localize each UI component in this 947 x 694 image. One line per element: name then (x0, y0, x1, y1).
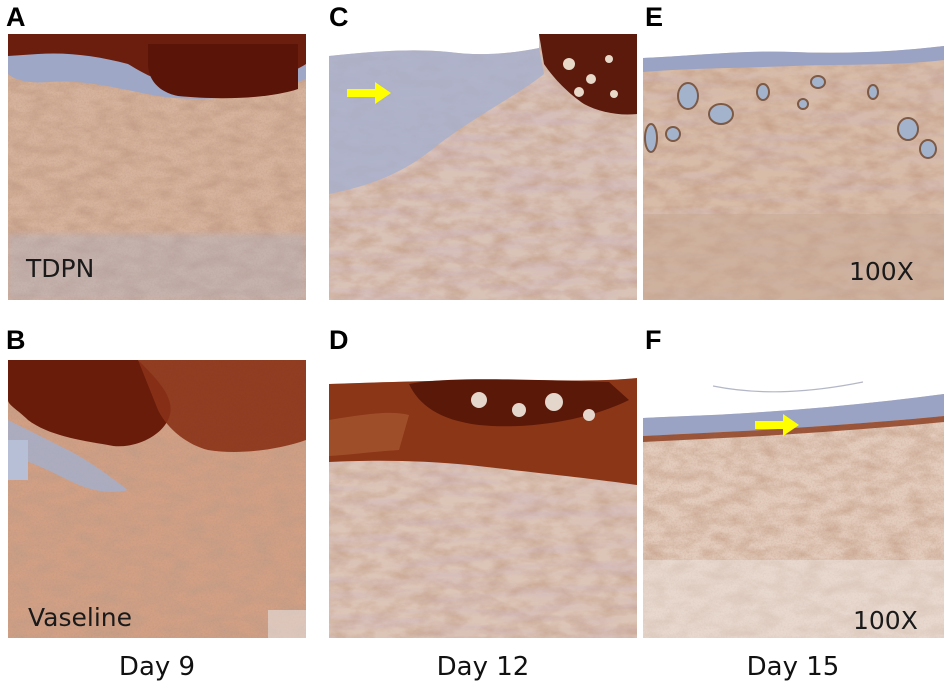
tissue-image-c (329, 34, 637, 300)
panel-letter-e: E (645, 2, 664, 32)
micrograph-panel-b: Vaseline (8, 360, 306, 638)
tissue-image-d (329, 360, 637, 638)
micrograph-panel-a: TDPN (8, 34, 306, 300)
magnification-label-f: 100X (853, 606, 918, 635)
panel-letter-d: D (329, 325, 349, 355)
treatment-label-tdpn: TDPN (26, 254, 95, 283)
column-label-day9: Day 9 (118, 652, 196, 682)
tissue-image-e (643, 34, 944, 300)
column-label-day15: Day 15 (746, 652, 840, 682)
tissue-image-a (8, 34, 306, 300)
column-label-day12: Day 12 (436, 652, 530, 682)
magnification-label-e: 100X (849, 257, 914, 286)
treatment-label-vaseline: Vaseline (28, 603, 133, 632)
panel-letter-f: F (645, 325, 662, 355)
yellow-arrow-icon (755, 414, 799, 436)
micrograph-panel-e: 100X (643, 34, 944, 300)
panel-letter-b: B (6, 325, 26, 355)
panel-letter-c: C (329, 2, 349, 32)
yellow-arrow-icon (347, 82, 391, 104)
panel-letter-a: A (6, 2, 26, 32)
micrograph-panel-c (329, 34, 637, 300)
micrograph-panel-f: 100X (643, 360, 944, 638)
tissue-image-f (643, 360, 944, 638)
micrograph-panel-d (329, 360, 637, 638)
tissue-image-b (8, 360, 306, 638)
